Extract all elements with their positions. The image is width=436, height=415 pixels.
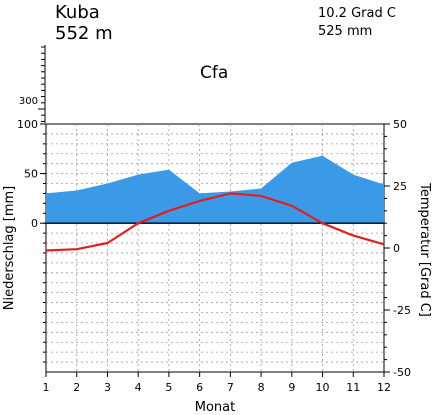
chart-marks — [45, 155, 385, 252]
right-tick-label: 25 — [393, 180, 407, 193]
location-title: Kuba — [55, 2, 100, 23]
right-axis-title: Temperatur [Grad C] — [417, 182, 432, 317]
temperature-line — [45, 192, 385, 252]
x-tick-label: 9 — [288, 381, 295, 394]
plot-frame — [45, 123, 385, 373]
gridlines — [46, 124, 384, 372]
x-tick-label: 10 — [316, 381, 330, 394]
x-axis-title: Monat — [195, 400, 235, 415]
mean-temperature: 10.2 Grad C — [318, 6, 396, 21]
x-tick-label: 5 — [165, 381, 172, 394]
x-tick-label: 3 — [104, 381, 111, 394]
right-tick-label: 50 — [393, 118, 407, 131]
x-tick-label: 6 — [196, 381, 203, 394]
left-tick-label: 0 — [31, 217, 38, 230]
x-tick-label: 11 — [346, 381, 360, 394]
x-tick-label: 1 — [43, 381, 50, 394]
right-tick-label: -25 — [393, 304, 411, 317]
x-tick-label: 12 — [377, 381, 391, 394]
left-tick-label: 50 — [24, 168, 38, 181]
left-axis-title: Niederschlag [mm] — [2, 186, 17, 311]
left-tick-label: 100 — [17, 118, 38, 131]
upper-precip-tick-300: 300 — [19, 96, 38, 107]
upper-precip-axis — [38, 45, 46, 123]
x-tick-label: 8 — [258, 381, 265, 394]
precipitation-area — [46, 155, 384, 224]
x-tick-label: 7 — [227, 381, 234, 394]
x-tick-label: 4 — [135, 381, 142, 394]
x-tick-label: 2 — [73, 381, 80, 394]
right-tick-label: -50 — [393, 366, 411, 379]
annual-precipitation: 525 mm — [318, 24, 372, 39]
right-tick-label: 0 — [393, 242, 400, 255]
elevation-label: 552 m — [55, 23, 113, 44]
climate-classification: Cfa — [200, 63, 228, 83]
